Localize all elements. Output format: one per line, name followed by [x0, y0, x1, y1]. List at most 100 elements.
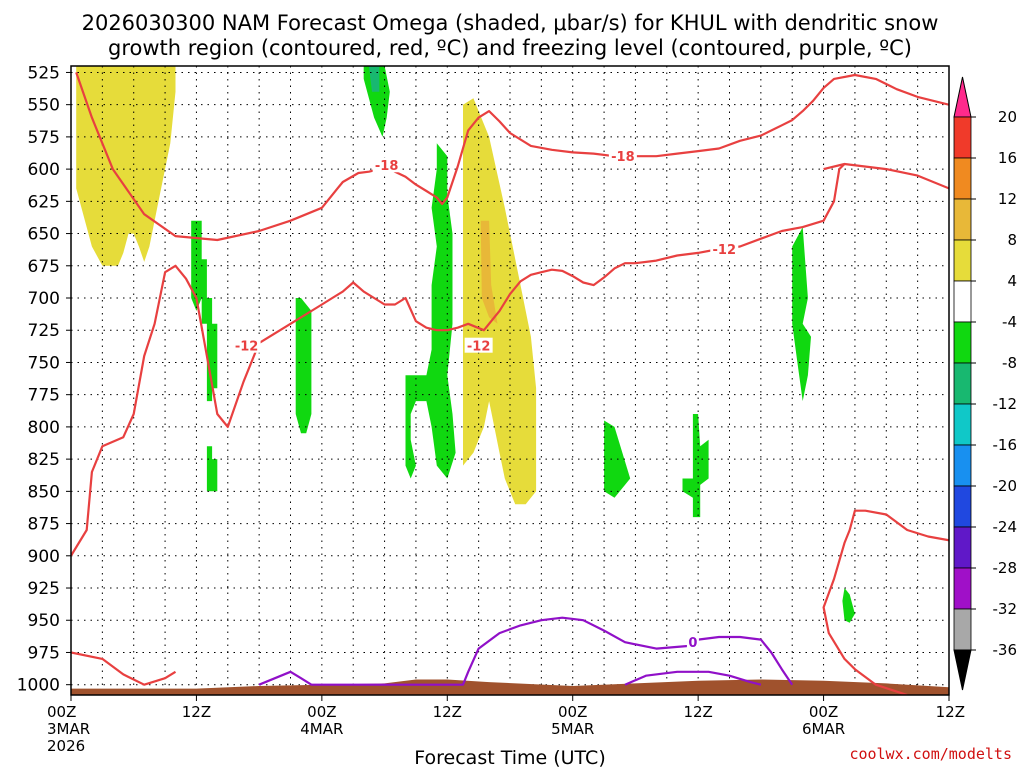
colorbar-label-3: 8 — [1007, 231, 1017, 249]
colorbar-label-12: -32 — [993, 600, 1018, 618]
colorbar-segment-11 — [953, 567, 972, 610]
contour-label-bg-3 — [464, 337, 493, 353]
x-tick-0-line-2: 2026 — [47, 737, 85, 755]
colorbar-segment-1 — [953, 157, 972, 200]
contour-label-bg-4 — [710, 241, 739, 257]
colorbar-label-13: -36 — [993, 641, 1018, 659]
colorbar-segment-5 — [953, 321, 972, 364]
contour-label-bg-5 — [686, 634, 699, 650]
colorbar-segment-10 — [953, 526, 972, 569]
x-tick-60-line-0: 12Z — [683, 703, 712, 721]
omega-region-2 — [480, 220, 498, 324]
y-tick-700: 700 — [28, 289, 60, 309]
y-tick-650: 650 — [28, 225, 60, 245]
contour-label-1: -18 — [611, 150, 635, 165]
contour-layer — [71, 72, 949, 695]
y-tick-800: 800 — [28, 418, 60, 438]
chart-title-line-1: 2026030300 NAM Forecast Omega (shaded, μ… — [82, 11, 939, 35]
contour-freezing_inner_0C — [624, 670, 762, 686]
x-tick-72-line-1: 6MAR — [802, 720, 845, 738]
y-tick-600: 600 — [28, 160, 60, 180]
contour-dgz_upper_-12C — [71, 163, 846, 557]
colorbar-segment-0 — [953, 116, 972, 159]
x-tick-48-line-1: 5MAR — [551, 720, 594, 738]
y-tick-775: 775 — [28, 386, 60, 406]
colorbar-bottom-triangle — [953, 649, 972, 691]
y-tick-750: 750 — [28, 353, 60, 373]
colorbar-label-8: -16 — [993, 436, 1018, 454]
colorbar-label-5: -4 — [1002, 313, 1017, 331]
colorbar-segment-7 — [953, 403, 972, 446]
x-tick-0-line-1: 3MAR — [47, 720, 90, 738]
y-tick-925: 925 — [28, 579, 60, 599]
contour-label-bg-1 — [608, 148, 637, 164]
x-tick-72-line-0: 00Z — [809, 703, 838, 721]
x-tick-36-line-0: 12Z — [433, 703, 462, 721]
colorbar-label-4: 4 — [1007, 272, 1017, 290]
contour-dgz_right_-12C — [822, 509, 949, 695]
omega-region-12 — [792, 227, 811, 402]
omega-region-0 — [76, 66, 176, 266]
plot-frame — [70, 65, 950, 696]
colorbar-label-10: -24 — [993, 518, 1018, 536]
omega-region-7 — [405, 143, 456, 479]
terrain-surface — [71, 679, 949, 695]
contour-label-0: -18 — [375, 159, 399, 174]
x-tick-24-line-1: 4MAR — [300, 720, 343, 738]
omega-region-8 — [363, 66, 390, 137]
y-tick-575: 575 — [28, 128, 60, 148]
y-tick-975: 975 — [28, 643, 60, 663]
omega-region-11 — [682, 414, 709, 518]
contour-freezing_0C — [258, 616, 794, 686]
x-tick-12-line-0: 12Z — [182, 703, 211, 721]
x-tick-48-line-0: 00Z — [558, 703, 587, 721]
contour-dgz_lower_-18C — [823, 162, 949, 190]
y-tick-625: 625 — [28, 192, 60, 212]
chart-title-line-2: growth region (contoured, red, ºC) and f… — [108, 36, 912, 60]
omega-region-5 — [206, 446, 218, 492]
contour-label-3: -12 — [467, 340, 491, 355]
contour-label-2: -12 — [235, 340, 259, 355]
omega-region-13 — [842, 588, 855, 623]
y-tick-950: 950 — [28, 611, 60, 631]
contour-labels: -18 -18 -12 -12 -12 0 — [232, 148, 739, 651]
omega-region-4 — [201, 298, 218, 402]
colorbar-label-2: 12 — [998, 190, 1017, 208]
omega-region-3 — [191, 220, 207, 311]
colorbar-label-7: -12 — [993, 395, 1018, 413]
colorbar: 20 16 12 8 4 -4 -8 -12 -16 -20 -24 -28 -32 -36 — [953, 76, 1018, 691]
colorbar-label-9: -20 — [993, 477, 1018, 495]
colorbar-label-11: -28 — [993, 559, 1018, 577]
y-tick-1000: 1000 — [17, 676, 60, 696]
y-tick-825: 825 — [28, 450, 60, 470]
terrain-polygon — [71, 679, 949, 695]
colorbar-segment-2 — [953, 198, 972, 241]
omega-region-1 — [463, 98, 537, 505]
x-tick-0-line-0: 00Z — [47, 703, 76, 721]
y-tick-900: 900 — [28, 547, 60, 567]
x-tick-84-line-0: 12Z — [936, 703, 965, 721]
y-tick-550: 550 — [28, 96, 60, 116]
credit-text: coolwx.com/modelts — [849, 745, 1012, 763]
colorbar-top-triangle — [953, 76, 972, 118]
colorbar-segment-9 — [953, 485, 972, 528]
colorbar-label-0: 20 — [998, 108, 1017, 126]
x-axis-label: Forecast Time (UTC) — [414, 747, 605, 768]
colorbar-segment-8 — [953, 444, 972, 487]
y-tick-675: 675 — [28, 257, 60, 277]
colorbar-segment-6 — [953, 362, 972, 405]
y-tick-875: 875 — [28, 515, 60, 535]
y-axis: 525 550 575 600 625 650 675 700 725 750 775 800 825 8… — [17, 63, 71, 696]
y-tick-725: 725 — [28, 321, 60, 341]
colorbar-label-1: 16 — [998, 149, 1017, 167]
colorbar-segment-3 — [953, 239, 972, 282]
colorbar-segment-4 — [953, 280, 972, 323]
y-tick-525: 525 — [28, 63, 60, 83]
contour-dgz_lowbl_-12C — [71, 651, 177, 686]
colorbar-segment-12 — [953, 608, 972, 651]
contour-dgz_upper_-18C — [75, 72, 949, 242]
contour-label-bg-0 — [372, 157, 401, 173]
x-tick-24-line-0: 00Z — [307, 703, 336, 721]
